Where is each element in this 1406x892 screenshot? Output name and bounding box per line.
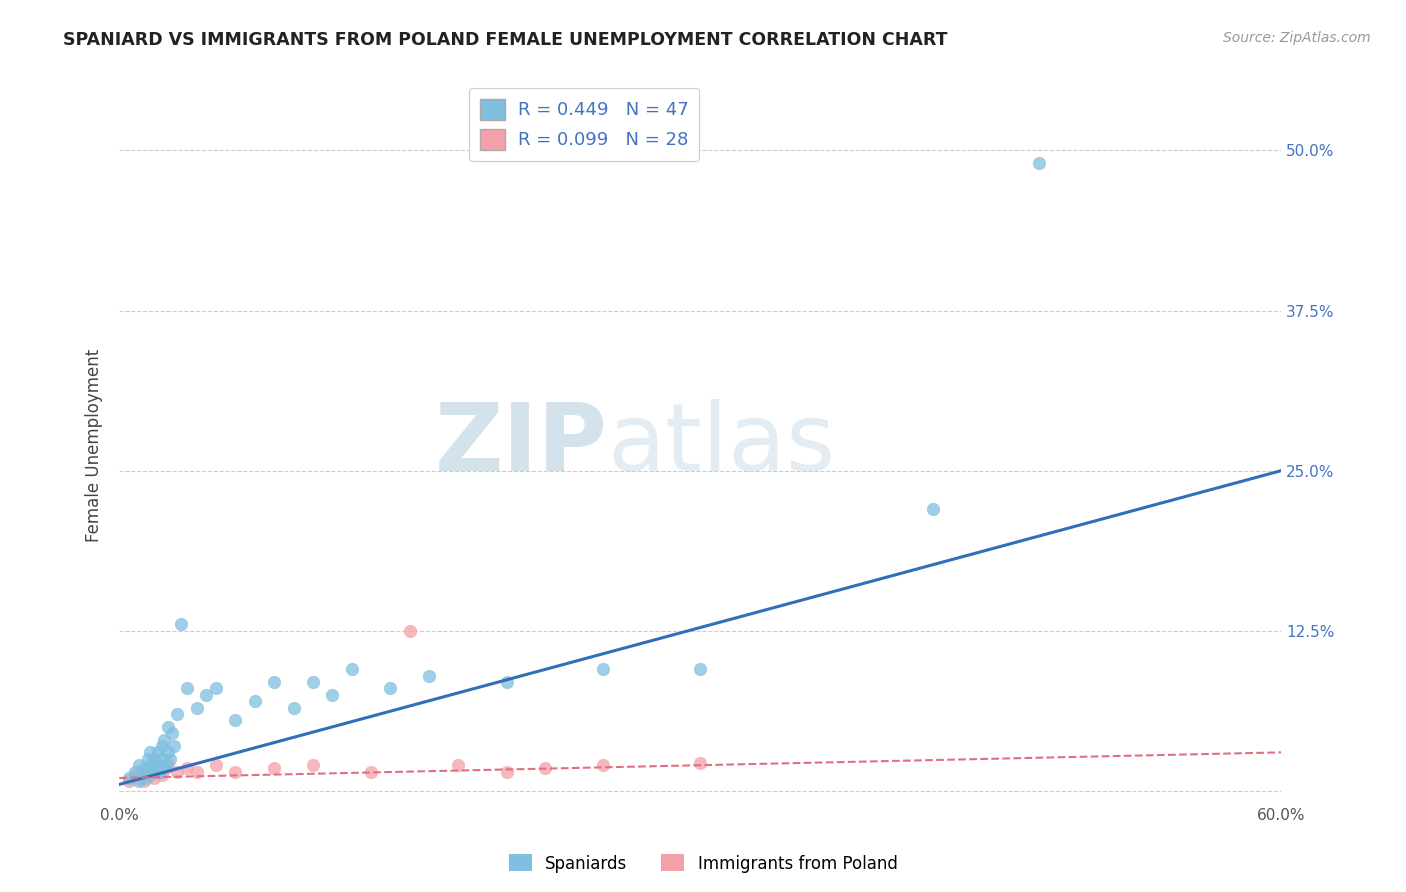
Point [146, 745, 169, 759]
Point [495, 764, 517, 779]
Point [156, 758, 179, 772]
Point [921, 502, 943, 516]
Point [162, 739, 184, 753]
Point [134, 761, 156, 775]
Point [495, 675, 517, 690]
Point [146, 761, 169, 775]
Point [135, 771, 157, 785]
Point [1028, 156, 1050, 170]
Point [136, 761, 159, 775]
Point [205, 758, 228, 772]
Point [156, 720, 179, 734]
Point [176, 681, 198, 696]
Point [166, 706, 188, 721]
Point [170, 617, 193, 632]
Point [128, 771, 150, 785]
Point [166, 764, 188, 779]
Point [118, 773, 141, 788]
Point [592, 758, 614, 772]
Point [143, 764, 166, 779]
Point [380, 681, 402, 696]
Point [143, 752, 166, 766]
Point [134, 773, 156, 788]
Point [160, 726, 183, 740]
Point [195, 688, 218, 702]
Point [150, 768, 173, 782]
Y-axis label: Female Unemployment: Female Unemployment [86, 349, 103, 541]
Point [149, 764, 172, 779]
Point [186, 764, 208, 779]
Point [153, 758, 176, 772]
Point [128, 758, 150, 772]
Point [243, 694, 266, 708]
Point [360, 764, 382, 779]
Point [321, 688, 343, 702]
Point [263, 761, 285, 775]
Point [159, 752, 181, 766]
Point [128, 773, 150, 788]
Point [139, 745, 162, 759]
Point [340, 662, 363, 676]
Point [155, 758, 177, 772]
Point [136, 764, 159, 779]
Point [143, 771, 166, 785]
Point [302, 675, 325, 690]
Point [176, 761, 198, 775]
Point [224, 714, 246, 728]
Point [139, 758, 162, 772]
Point [139, 768, 162, 782]
Point [155, 761, 177, 775]
Legend: R = 0.449   N = 47, R = 0.099   N = 28: R = 0.449 N = 47, R = 0.099 N = 28 [470, 88, 699, 161]
Point [224, 764, 246, 779]
Point [302, 758, 325, 772]
Text: Source: ZipAtlas.com: Source: ZipAtlas.com [1223, 31, 1371, 45]
Point [131, 768, 153, 782]
Point [534, 761, 557, 775]
Point [156, 745, 179, 759]
Text: SPANIARD VS IMMIGRANTS FROM POLAND FEMALE UNEMPLOYMENT CORRELATION CHART: SPANIARD VS IMMIGRANTS FROM POLAND FEMAL… [63, 31, 948, 49]
Point [118, 771, 141, 785]
Point [150, 739, 173, 753]
Text: atlas: atlas [607, 399, 835, 491]
Point [136, 752, 159, 766]
Point [689, 756, 711, 770]
Point [145, 758, 167, 772]
Text: ZIP: ZIP [434, 399, 607, 491]
Point [689, 662, 711, 676]
Point [398, 624, 420, 638]
Point [418, 668, 440, 682]
Point [447, 758, 470, 772]
Point [283, 700, 305, 714]
Point [124, 768, 146, 782]
Point [150, 752, 173, 766]
Point [186, 700, 208, 714]
Point [145, 758, 167, 772]
Point [146, 764, 169, 779]
Legend: Spaniards, Immigrants from Poland: Spaniards, Immigrants from Poland [502, 847, 904, 880]
Point [205, 681, 228, 696]
Point [141, 764, 163, 779]
Point [592, 662, 614, 676]
Point [153, 732, 176, 747]
Point [124, 764, 146, 779]
Point [263, 675, 285, 690]
Point [131, 764, 153, 779]
